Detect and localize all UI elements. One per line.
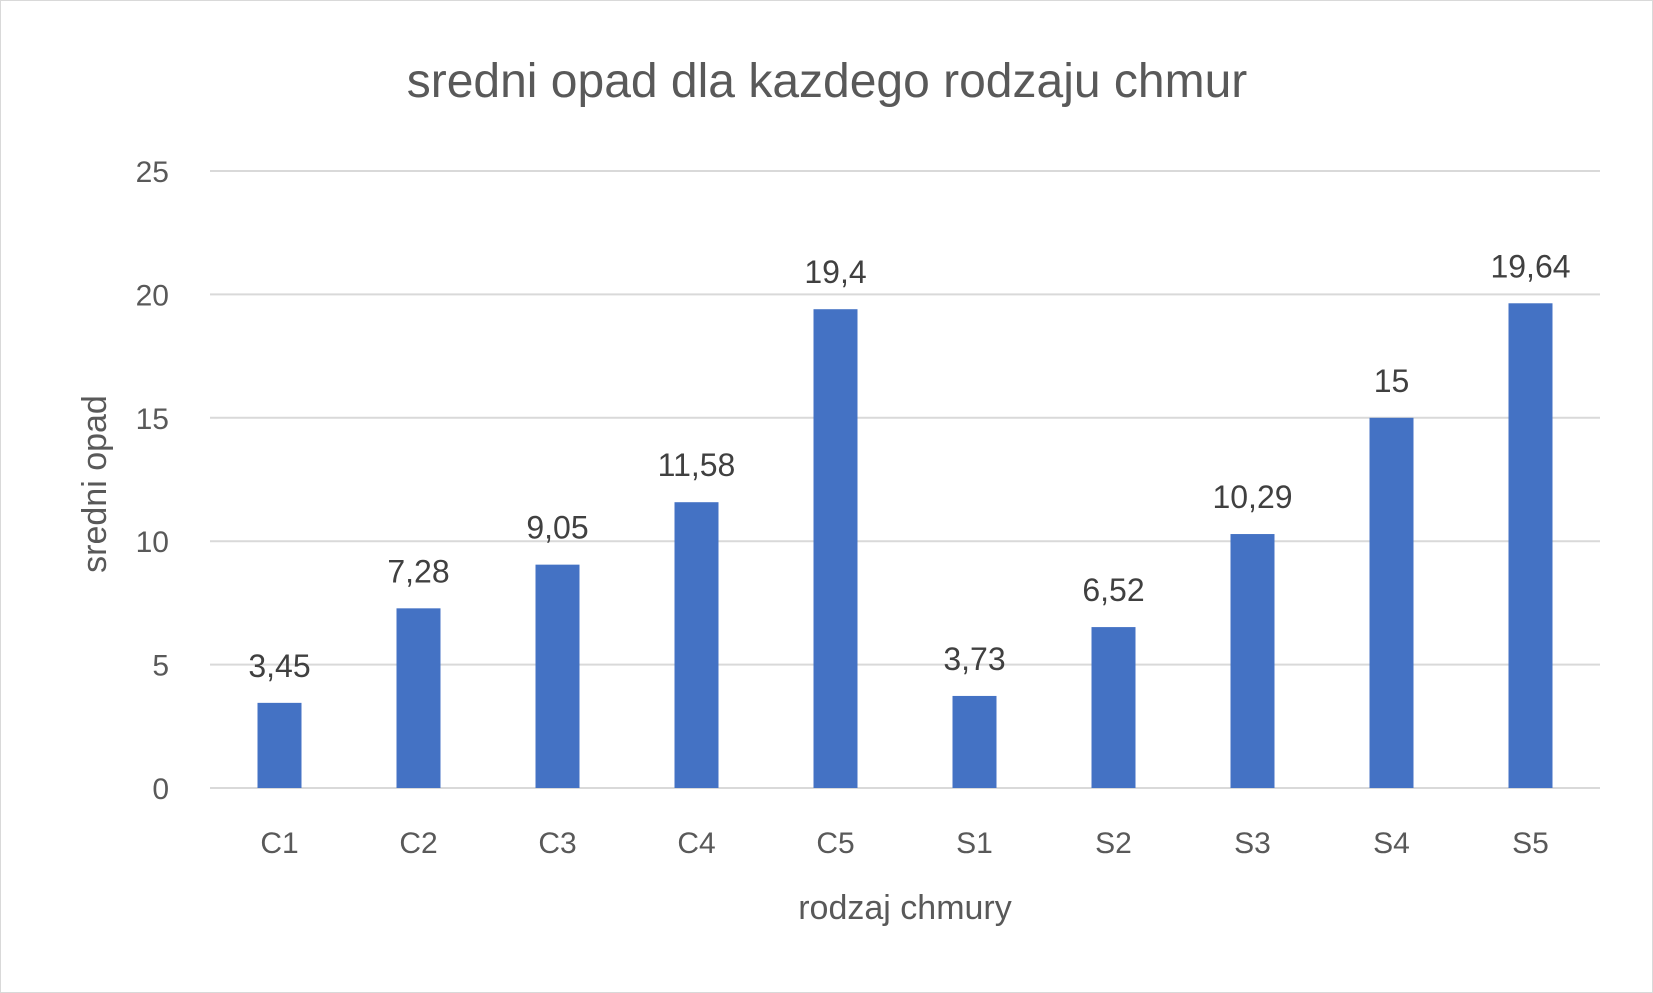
x-tick-label: S1: [956, 827, 993, 860]
data-label-s5: 19,64: [1490, 248, 1570, 284]
y-axis-title: sredni opad: [76, 395, 114, 573]
bar-c2: [396, 608, 441, 788]
bar-c5: [813, 309, 858, 788]
gridlines: [210, 170, 1600, 789]
bar-s3: [1230, 534, 1275, 788]
y-tick-label: 5: [152, 650, 169, 683]
bar-s4: [1369, 417, 1414, 788]
x-tick-label: C3: [538, 827, 576, 860]
data-label-s4: 15: [1374, 363, 1410, 399]
y-tick-label: 25: [136, 156, 169, 189]
data-label-c3: 9,05: [526, 510, 588, 546]
y-tick-label: 0: [152, 773, 169, 806]
x-tick-label: C5: [816, 827, 854, 860]
data-label-s2: 6,52: [1082, 572, 1144, 608]
y-axis-ticks: 0 5 10 15 20 25: [136, 156, 169, 806]
bar-s5: [1508, 303, 1553, 788]
y-tick-label: 15: [136, 403, 169, 436]
data-label-c2: 7,28: [387, 553, 449, 589]
bar-c1: [257, 702, 302, 788]
x-axis-title: rodzaj chmury: [798, 889, 1012, 927]
chart-title: sredni opad dla kazdego rodzaju chmur: [407, 55, 1248, 108]
bar-c3: [535, 564, 580, 788]
x-tick-label: S4: [1373, 827, 1410, 860]
data-label-c1: 3,45: [248, 648, 310, 684]
data-label-s3: 10,29: [1212, 479, 1292, 515]
data-label-s1: 3,73: [943, 641, 1005, 677]
bar-s1: [952, 695, 997, 788]
bar-c4: [674, 502, 719, 788]
y-tick-label: 10: [136, 526, 169, 559]
x-axis-ticks: C1 C2 C3 C4 C5 S1 S2 S3 S4 S5: [260, 827, 1549, 860]
data-labels: 3,45 7,28 9,05 11,58 19,4 3,73 6,52 10,29 15 19,6…: [248, 248, 1570, 684]
x-tick-label: S2: [1095, 827, 1132, 860]
x-tick-label: C4: [677, 827, 715, 860]
x-tick-label: C1: [260, 827, 298, 860]
data-label-c5: 19,4: [804, 254, 866, 290]
y-tick-label: 20: [136, 279, 169, 312]
bar-s2: [1091, 627, 1136, 788]
data-label-c4: 11,58: [658, 447, 736, 483]
bars: [257, 303, 1553, 788]
x-tick-label: S3: [1234, 827, 1271, 860]
x-tick-label: C2: [399, 827, 437, 860]
x-tick-label: S5: [1512, 827, 1549, 860]
